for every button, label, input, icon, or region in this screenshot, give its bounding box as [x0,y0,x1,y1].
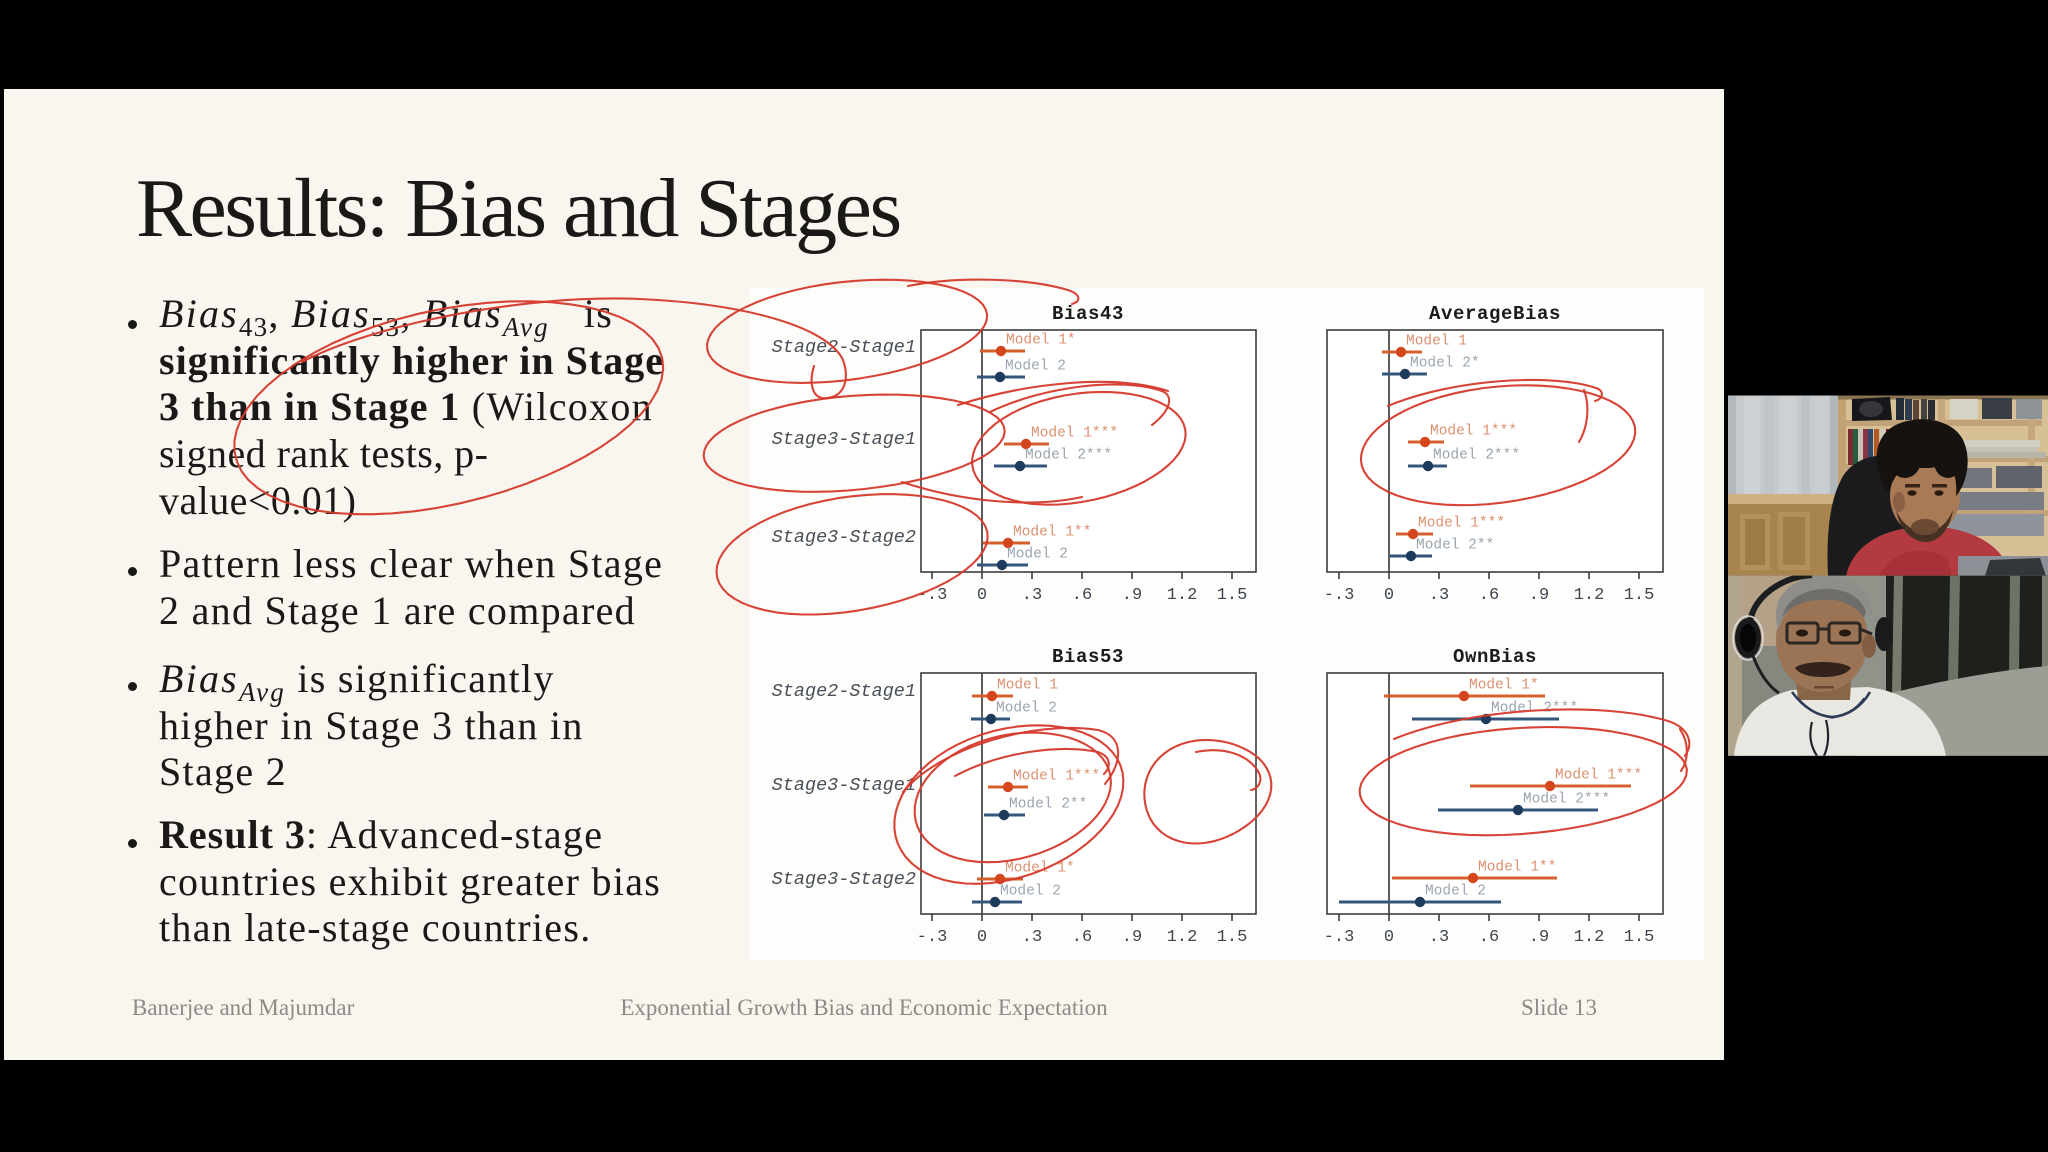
svg-text:Model 2**: Model 2** [1416,538,1494,554]
svg-text:AverageBias: AverageBias [1429,303,1561,325]
svg-text:Bias53: Bias53 [1052,646,1124,668]
svg-text:Model 1*: Model 1* [1006,333,1076,349]
svg-text:Model 1***: Model 1*** [1430,424,1517,440]
svg-text:Stage3-Stage1: Stage3-Stage1 [772,429,916,450]
svg-text:-.3: -.3 [917,928,948,947]
svg-text:Model 1: Model 1 [1406,334,1467,350]
svg-text:Model 2: Model 2 [1000,884,1061,900]
svg-text:.9: .9 [1122,928,1142,947]
svg-text:1.2: 1.2 [1167,928,1198,947]
svg-text:1.5: 1.5 [1217,586,1248,605]
svg-text:Model 2: Model 2 [1007,547,1068,563]
svg-text:1.2: 1.2 [1574,586,1605,605]
svg-text:Model 1***: Model 1*** [1418,516,1505,532]
svg-text:Model 1: Model 1 [997,678,1058,694]
svg-text:.3: .3 [1022,586,1042,605]
svg-text:Stage3-Stage2: Stage3-Stage2 [772,869,916,890]
svg-text:OwnBias: OwnBias [1453,646,1537,668]
svg-text:.3: .3 [1022,928,1042,947]
svg-text:.9: .9 [1529,586,1549,605]
svg-text:.6: .6 [1479,586,1499,605]
svg-text:1.5: 1.5 [1624,586,1655,605]
svg-text:.3: .3 [1429,586,1449,605]
svg-text:Model 2: Model 2 [996,701,1057,717]
svg-text:Model 2: Model 2 [1005,359,1066,375]
svg-text:Model 1*: Model 1* [1005,861,1075,877]
svg-text:Stage2-Stage1: Stage2-Stage1 [772,337,916,358]
svg-text:0: 0 [977,928,987,947]
svg-text:-.3: -.3 [1324,586,1355,605]
svg-text:.6: .6 [1072,586,1092,605]
svg-text:Model 1**: Model 1** [1478,860,1556,876]
svg-text:-.3: -.3 [1324,928,1355,947]
svg-text:Stage3-Stage2: Stage3-Stage2 [772,527,916,548]
svg-text:1.5: 1.5 [1624,928,1655,947]
svg-text:Stage3-Stage1: Stage3-Stage1 [772,775,916,796]
svg-text:Model 2***: Model 2*** [1025,448,1112,464]
svg-text:Model 2: Model 2 [1425,884,1486,900]
svg-text:1.2: 1.2 [1167,586,1198,605]
svg-text:0: 0 [1384,928,1394,947]
svg-text:1.2: 1.2 [1574,928,1605,947]
svg-text:Model 2**: Model 2** [1009,797,1087,813]
svg-text:Model 1***: Model 1*** [1555,768,1642,784]
svg-text:Model 1***: Model 1*** [1031,426,1118,442]
svg-text:Stage2-Stage1: Stage2-Stage1 [772,681,916,702]
svg-text:Model 2*: Model 2* [1410,356,1480,372]
svg-text:Model 2***: Model 2*** [1523,792,1610,808]
svg-text:Model 1***: Model 1*** [1013,769,1100,785]
svg-text:1.5: 1.5 [1217,928,1248,947]
svg-text:.6: .6 [1072,928,1092,947]
svg-text:-.3: -.3 [917,586,948,605]
svg-text:0: 0 [1384,586,1394,605]
svg-text:.6: .6 [1479,928,1499,947]
svg-text:Model 1**: Model 1** [1013,525,1091,541]
svg-text:.9: .9 [1529,928,1549,947]
svg-text:.9: .9 [1122,586,1142,605]
svg-text:Model 1*: Model 1* [1469,678,1539,694]
svg-text:.3: .3 [1429,928,1449,947]
svg-text:0: 0 [977,586,987,605]
svg-text:Bias43: Bias43 [1052,303,1124,325]
svg-text:Model 2***: Model 2*** [1433,448,1520,464]
